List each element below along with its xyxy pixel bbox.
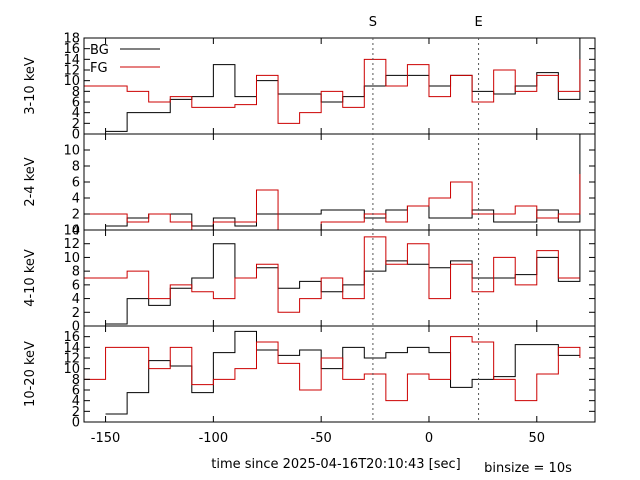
series-fg-line xyxy=(84,58,581,124)
y-tick-label: 2 xyxy=(72,405,80,420)
y-axis-label: 10-20 keV xyxy=(23,341,38,407)
y-tick-label: 4 xyxy=(72,106,80,121)
series-fg-line xyxy=(84,336,581,402)
series-bg-line xyxy=(105,230,581,325)
y-tick-label: 14 xyxy=(63,224,80,239)
marker-label-s: S xyxy=(369,15,377,30)
y-tick-label: 6 xyxy=(72,96,80,111)
y-tick-label: 6 xyxy=(72,278,80,293)
y-tick-label: 0 xyxy=(72,224,80,239)
y-tick-label: 0 xyxy=(72,128,80,143)
y-tick-label: 12 xyxy=(63,64,80,79)
y-tick-label: 10 xyxy=(63,251,80,266)
y-axis-label: 3-10 keV xyxy=(23,57,38,115)
x-tick-label: -150 xyxy=(91,431,121,446)
y-tick-label: 14 xyxy=(63,341,80,356)
legend-label-bg: BG xyxy=(90,43,109,58)
y-tick-label: 8 xyxy=(72,265,80,280)
panel-frame xyxy=(83,325,596,423)
y-tick-label: 10 xyxy=(63,362,80,377)
y-tick-label: 12 xyxy=(63,237,80,252)
series-fg-line xyxy=(84,236,580,313)
y-tick-label: 2 xyxy=(72,306,80,321)
x-axis-ticks: -150 -100 -50 0 50 xyxy=(91,431,545,446)
y-tick-label: 2 xyxy=(72,117,80,132)
series-bg-line xyxy=(105,38,581,132)
y-tick-label: 6 xyxy=(72,384,80,399)
y-tick-label: 4 xyxy=(72,192,80,207)
x-tick-label: -50 xyxy=(311,431,332,446)
y-tick-label: 18 xyxy=(63,32,80,47)
x-tick-label: 50 xyxy=(529,431,546,446)
y-tick-label: 8 xyxy=(72,160,80,175)
y-tick-label: 0 xyxy=(72,416,80,431)
y-tick-label: 10 xyxy=(63,74,80,89)
y-tick-label: 8 xyxy=(72,85,80,100)
binsize-label: binsize = 10s xyxy=(484,461,572,476)
legend: BG FG xyxy=(90,43,160,76)
y-axis-label: 2-4 keV xyxy=(23,157,38,206)
y-tick-label: 4 xyxy=(72,292,80,307)
y-tick-label: 14 xyxy=(63,53,80,68)
y-tick-label: 12 xyxy=(63,352,80,367)
y-tick-label: 16 xyxy=(63,42,80,57)
panel-frame xyxy=(83,133,596,231)
y-axis-label: 4-10 keV xyxy=(23,249,38,307)
y-tick-label: 8 xyxy=(72,373,80,388)
y-tick-label: 0 xyxy=(72,320,80,335)
x-tick-label: 0 xyxy=(425,431,433,446)
x-tick-label: -100 xyxy=(199,431,229,446)
y-tick-label: 16 xyxy=(63,330,80,345)
series-bg-line xyxy=(105,134,581,227)
y-tick-label: 6 xyxy=(72,176,80,191)
y-tick-label: 10 xyxy=(63,144,80,159)
y-tick-label: 4 xyxy=(72,394,80,409)
legend-label-fg: FG xyxy=(90,61,108,76)
series-fg-line xyxy=(84,174,581,230)
x-axis-label: time since 2025-04-16T20:10:43 [sec] xyxy=(211,457,460,472)
marker-label-e: E xyxy=(474,15,482,30)
y-tick-label: 2 xyxy=(72,208,80,223)
